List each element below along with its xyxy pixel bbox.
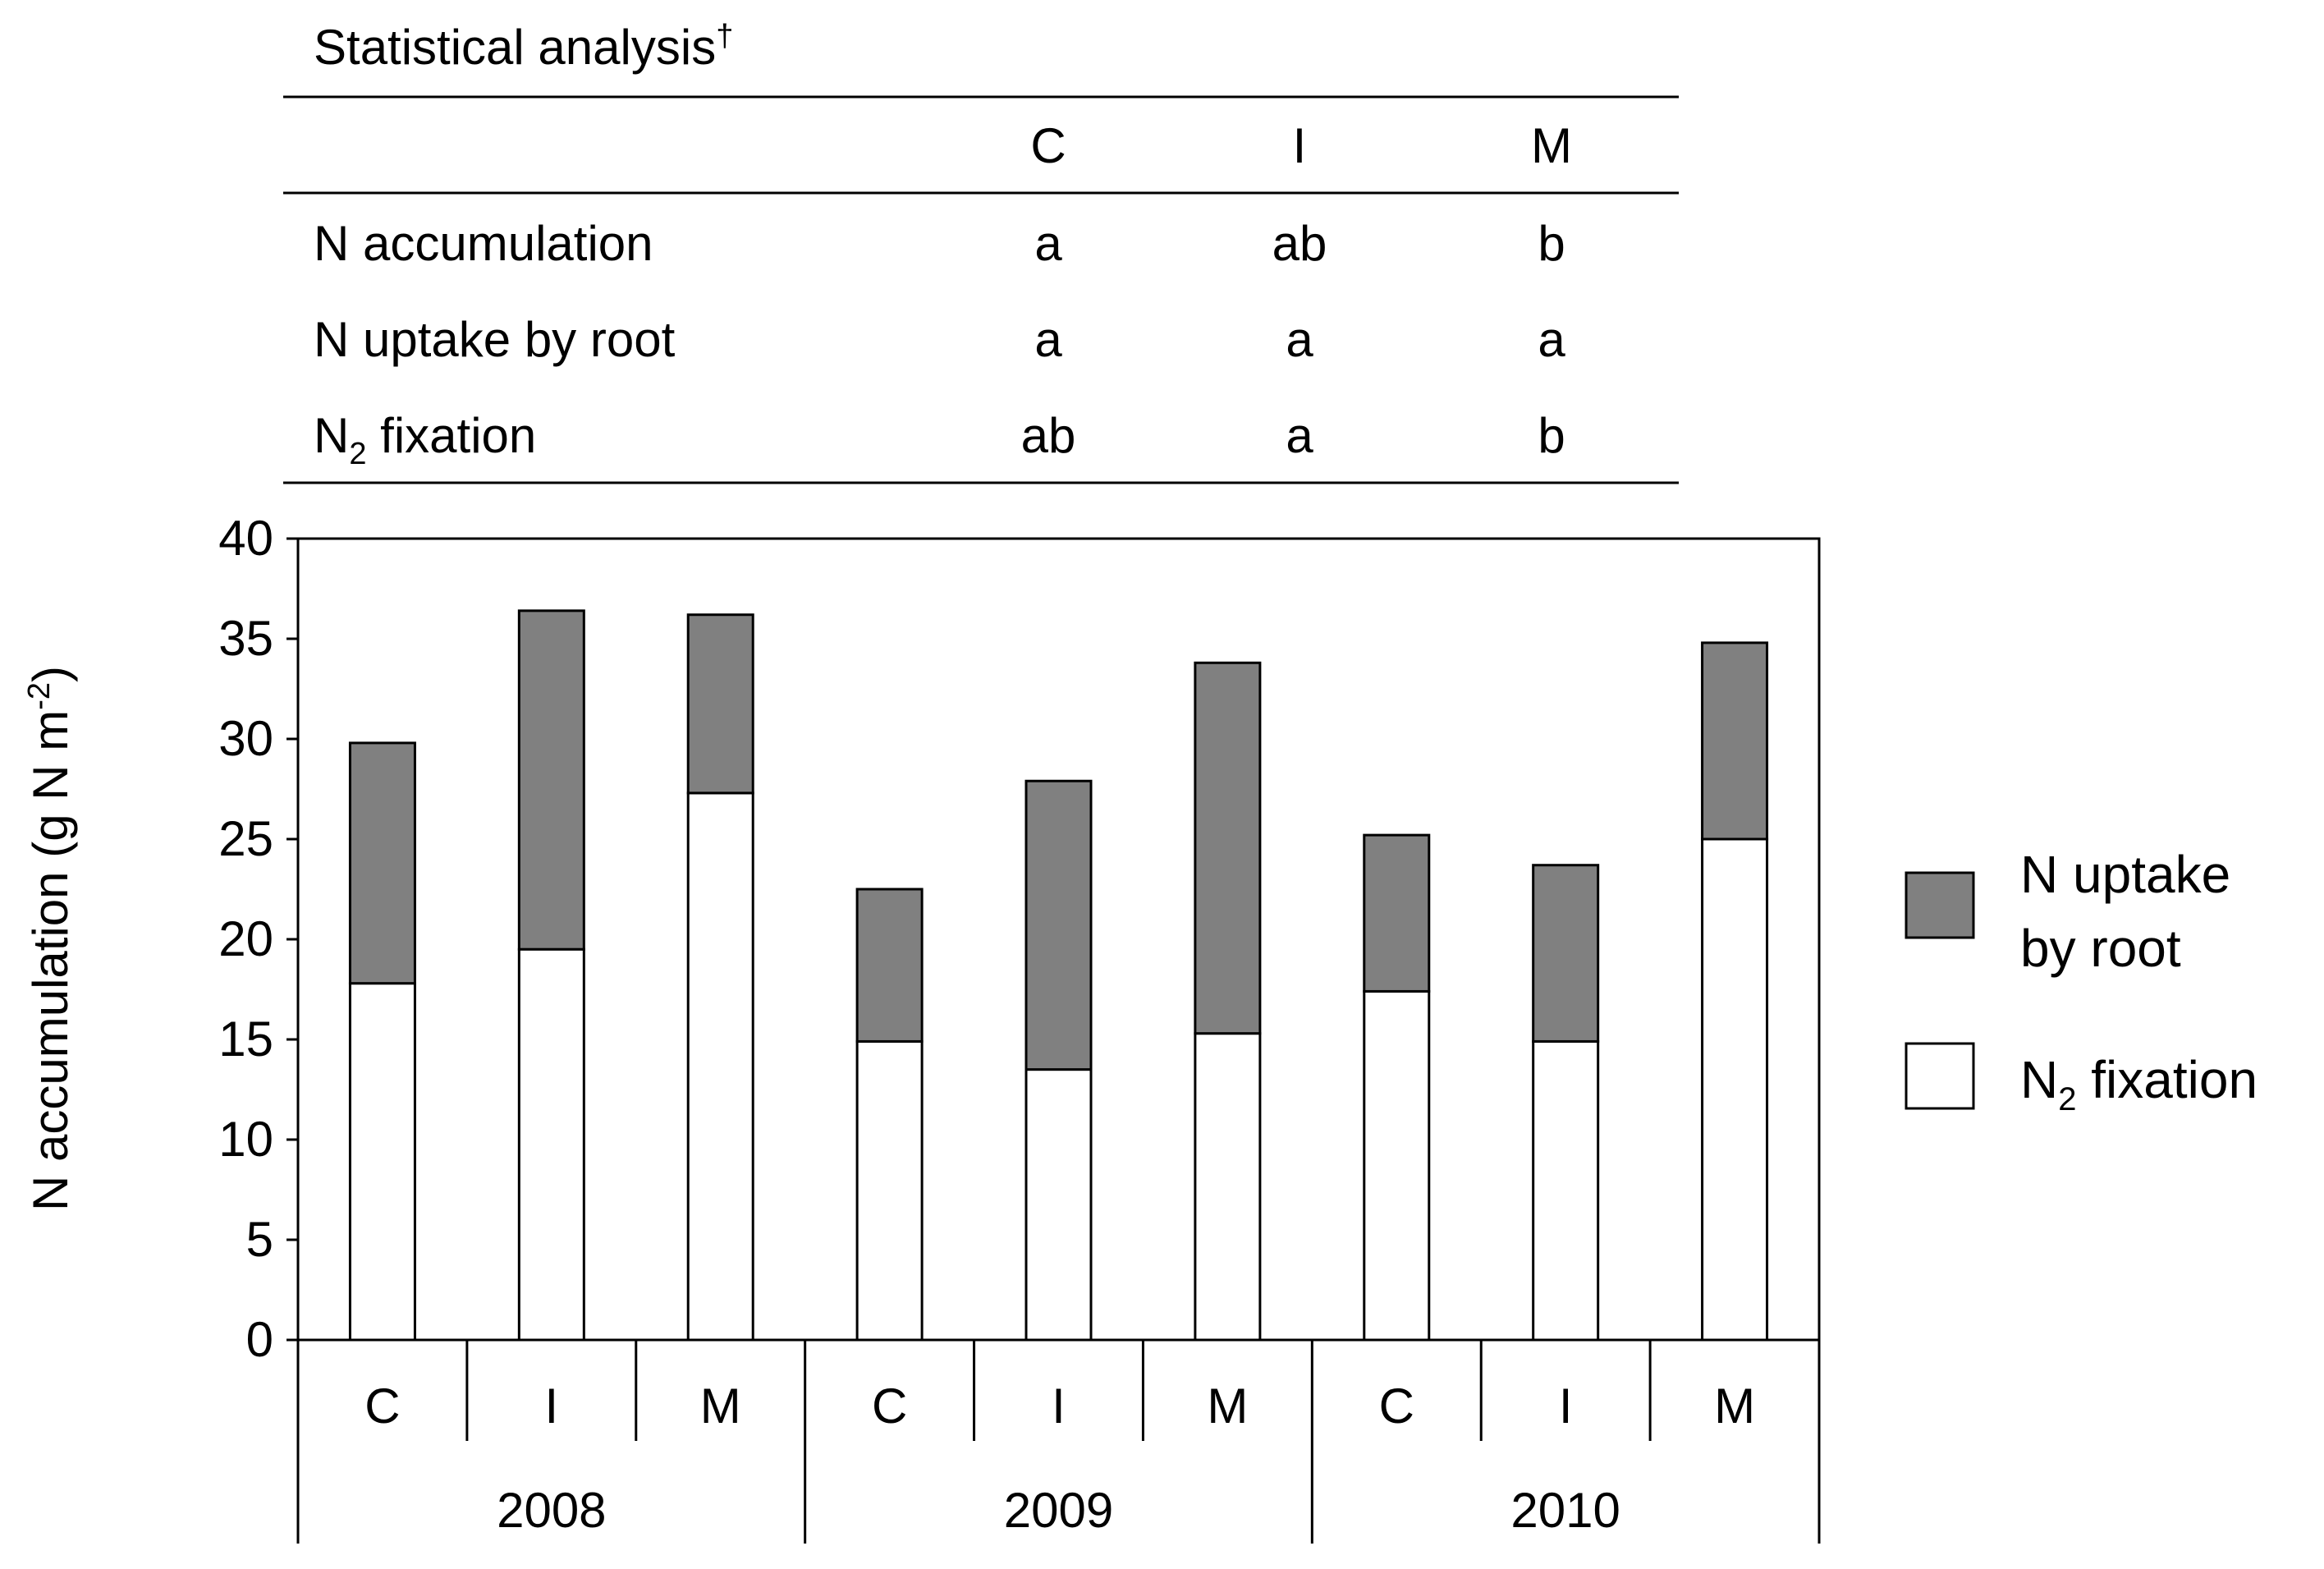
x-group-label: 2009 bbox=[1004, 1483, 1113, 1538]
stats-table: Statistical analysis† C I M N accumulati… bbox=[283, 19, 1679, 484]
stats-row-label: N uptake by root bbox=[314, 312, 676, 367]
x-tick-label: M bbox=[1207, 1379, 1248, 1434]
x-tick-label: I bbox=[1559, 1379, 1573, 1434]
bar-n-uptake bbox=[1532, 864, 1600, 1043]
stats-row-label: N2 fixation bbox=[314, 408, 536, 471]
y-tick-label: 30 bbox=[218, 711, 273, 766]
bar-n-uptake bbox=[1194, 661, 1262, 1035]
y-tick-label: 15 bbox=[218, 1012, 273, 1067]
stats-title-text: Statistical analysis bbox=[314, 20, 716, 75]
legend-label-n-uptake: by root bbox=[2020, 919, 2181, 978]
y-tick-label: 5 bbox=[246, 1212, 273, 1267]
row-label-subscript: 2 bbox=[349, 437, 366, 471]
y-tick-label: 10 bbox=[218, 1112, 273, 1167]
y-axis-label: N accumulation (g N m-2) bbox=[22, 666, 78, 1211]
stats-cell: b bbox=[1538, 408, 1565, 463]
bar-n-uptake bbox=[348, 741, 416, 985]
y-tick-label: 20 bbox=[218, 911, 273, 966]
x-tick-label: C bbox=[364, 1379, 400, 1434]
x-tick-label: I bbox=[544, 1379, 558, 1434]
bar-n2-fixation bbox=[1363, 989, 1431, 1342]
bar-n2-fixation bbox=[348, 982, 416, 1342]
y-tick-label: 0 bbox=[246, 1312, 273, 1367]
legend-n2-subscript: 2 bbox=[2058, 1081, 2076, 1117]
bar-n-uptake bbox=[855, 888, 924, 1043]
x-axis: C I M C I M C I M 2008 2009 2010 bbox=[296, 1340, 1821, 1544]
legend-n2-main: N bbox=[2020, 1050, 2058, 1109]
y-axis-label-superscript: -2 bbox=[22, 682, 57, 710]
stacked-bar-chart: 0 5 10 15 20 25 30 35 40 C I M C I M C I M 2008 2009 2010 N… bbox=[22, 511, 1821, 1544]
bar-n2-fixation bbox=[1532, 1039, 1600, 1342]
y-tick-label: 25 bbox=[218, 811, 273, 866]
row-label-main: N bbox=[314, 408, 349, 463]
bar-n2-fixation bbox=[855, 1039, 924, 1342]
stats-cell: b bbox=[1538, 216, 1565, 271]
stats-cell: a bbox=[1034, 216, 1062, 271]
bar-n2-fixation bbox=[1194, 1032, 1262, 1342]
y-axis-label-text: N accumulation (g N m bbox=[23, 710, 78, 1211]
legend: N uptake by root N2 fixation bbox=[1905, 845, 2258, 1117]
stats-col-header: I bbox=[1293, 118, 1307, 173]
stats-col-header: M bbox=[1531, 118, 1572, 173]
y-axis: 0 5 10 15 20 25 30 35 40 bbox=[218, 511, 298, 1367]
stats-cell: ab bbox=[1272, 216, 1327, 271]
dagger-mark: † bbox=[716, 19, 733, 53]
x-tick-label: C bbox=[872, 1379, 907, 1434]
bar-n-uptake bbox=[1024, 779, 1093, 1071]
legend-swatch-n2-fixation bbox=[1905, 1042, 1975, 1110]
x-tick-label: I bbox=[1052, 1379, 1066, 1434]
stats-cell: a bbox=[1034, 312, 1062, 367]
x-tick-label: M bbox=[700, 1379, 741, 1434]
stats-title: Statistical analysis† bbox=[314, 19, 733, 75]
stats-cell: a bbox=[1538, 312, 1565, 367]
bar-n-uptake bbox=[1701, 641, 1769, 841]
legend-n2-rest: fixation bbox=[2076, 1050, 2258, 1109]
x-tick-label: M bbox=[1714, 1379, 1755, 1434]
y-axis-label-close: ) bbox=[23, 666, 78, 682]
bar-n2-fixation bbox=[686, 791, 754, 1342]
bar-n2-fixation bbox=[1024, 1068, 1093, 1342]
y-tick-label: 40 bbox=[218, 511, 273, 566]
bar-n-uptake bbox=[686, 613, 754, 795]
bars bbox=[348, 609, 1769, 1342]
bar-n2-fixation bbox=[1701, 837, 1769, 1342]
x-group-label: 2008 bbox=[497, 1483, 606, 1538]
stats-cell: a bbox=[1286, 312, 1313, 367]
stats-row-label: N accumulation bbox=[314, 216, 653, 271]
row-label-rest: fixation bbox=[366, 408, 536, 463]
bar-n-uptake bbox=[1363, 833, 1431, 993]
bar-n-uptake bbox=[517, 609, 585, 951]
stats-col-header: C bbox=[1030, 118, 1066, 173]
x-tick-label: C bbox=[1379, 1379, 1414, 1434]
stats-cell: ab bbox=[1021, 408, 1076, 463]
legend-label-n-uptake: N uptake bbox=[2020, 845, 2230, 904]
legend-swatch-n-uptake bbox=[1905, 871, 1975, 939]
x-group-label: 2010 bbox=[1510, 1483, 1620, 1538]
bar-n2-fixation bbox=[517, 947, 585, 1342]
y-tick-label: 35 bbox=[218, 611, 273, 666]
stats-cell: a bbox=[1286, 408, 1313, 463]
legend-label-n2-fixation: N2 fixation bbox=[2020, 1050, 2258, 1117]
